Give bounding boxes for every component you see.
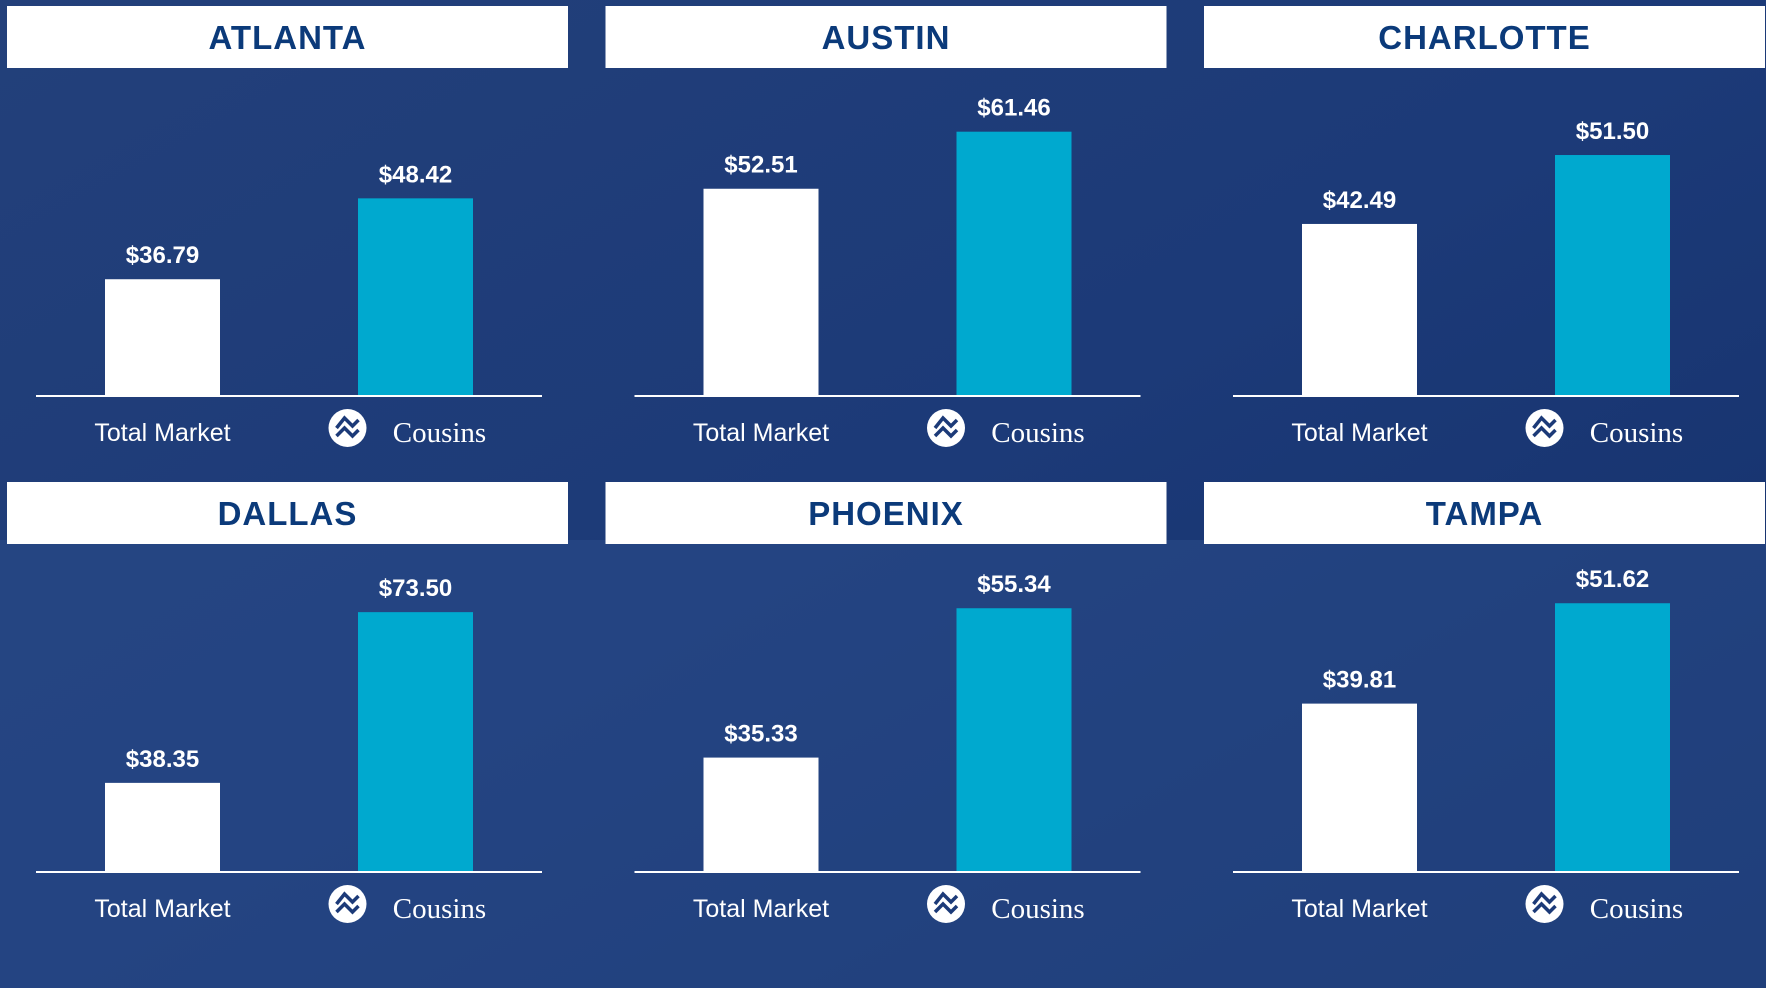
title-box	[7, 482, 568, 544]
logo-mark	[1525, 885, 1564, 923]
logo	[1525, 409, 1564, 447]
chart-panel: ATLANTA $36.79 Total Market $48.42 Cousins	[7, 6, 568, 449]
logo	[328, 885, 367, 923]
value-label: $51.50	[1576, 118, 1649, 145]
title-box	[605, 482, 1167, 544]
category-label: Cousins	[1590, 417, 1683, 449]
chart-title: CHARLOTTE	[1378, 19, 1590, 56]
bar	[956, 131, 1072, 396]
chart-title: TAMPA	[1426, 495, 1543, 532]
logo-mark	[1525, 409, 1564, 447]
logo	[927, 885, 965, 923]
category-label: Total Market	[1291, 419, 1427, 447]
chart-panel: DALLAS $38.35 Total Market $73.50 Cousins	[7, 482, 568, 925]
value-label: $52.51	[724, 152, 797, 179]
category-label: Total Market	[1291, 895, 1427, 923]
logo-mark	[927, 885, 965, 923]
bar	[358, 612, 473, 872]
category-label: Total Market	[94, 895, 230, 923]
bar	[1302, 703, 1417, 872]
value-label: $55.34	[977, 571, 1051, 598]
value-label: $42.49	[1323, 187, 1396, 214]
logo-swirl	[933, 415, 959, 439]
bar	[703, 188, 819, 396]
logo-mark	[328, 885, 367, 923]
category-label: Cousins	[991, 417, 1084, 449]
bar	[1555, 603, 1670, 872]
bar	[1302, 223, 1417, 396]
value-label: $38.35	[126, 746, 199, 773]
value-label: $35.33	[724, 721, 797, 748]
category-label: Cousins	[393, 893, 486, 925]
bar	[105, 782, 220, 872]
value-label: $48.42	[379, 161, 452, 188]
value-label: $51.62	[1576, 566, 1649, 593]
value-label: $73.50	[379, 575, 452, 602]
chart-panel: PHOENIX $35.33 Total Market $55.34 Cousins	[605, 482, 1167, 925]
logo-swirl	[1532, 415, 1557, 439]
bar	[358, 198, 473, 396]
logo-mark	[328, 409, 367, 447]
category-label: Total Market	[693, 895, 829, 923]
logo-mark	[927, 409, 965, 447]
title-box	[1204, 482, 1765, 544]
logo	[1525, 885, 1564, 923]
logo-swirl	[335, 415, 360, 439]
bar	[703, 757, 819, 872]
logo-swirl	[933, 891, 959, 915]
chart-title: PHOENIX	[808, 495, 964, 532]
category-label: Total Market	[693, 419, 829, 447]
chart-panel: AUSTIN $52.51 Total Market $61.46 Cousins	[605, 6, 1167, 449]
bar	[956, 608, 1072, 872]
chart-panel: CHARLOTTE $42.49 Total Market $51.50 Cousins	[1204, 6, 1765, 449]
title-box	[7, 6, 568, 68]
logo	[927, 409, 965, 447]
category-label: Cousins	[991, 893, 1084, 925]
logo-swirl	[335, 891, 360, 915]
value-label: $36.79	[126, 242, 199, 269]
chart-title: ATLANTA	[209, 19, 367, 56]
category-label: Cousins	[1590, 893, 1683, 925]
title-box	[605, 6, 1167, 68]
chart-title: DALLAS	[218, 495, 358, 532]
value-label: $39.81	[1323, 667, 1396, 694]
bar	[1555, 155, 1670, 396]
logo-swirl	[1532, 891, 1557, 915]
title-box	[1204, 6, 1765, 68]
category-label: Cousins	[393, 417, 486, 449]
chart-title: AUSTIN	[822, 19, 951, 56]
value-label: $61.46	[977, 95, 1050, 122]
chart-panel: TAMPA $39.81 Total Market $51.62 Cousins	[1204, 482, 1765, 925]
logo	[328, 409, 367, 447]
bar	[105, 279, 220, 396]
category-label: Total Market	[94, 419, 230, 447]
background-lower	[0, 540, 1766, 988]
